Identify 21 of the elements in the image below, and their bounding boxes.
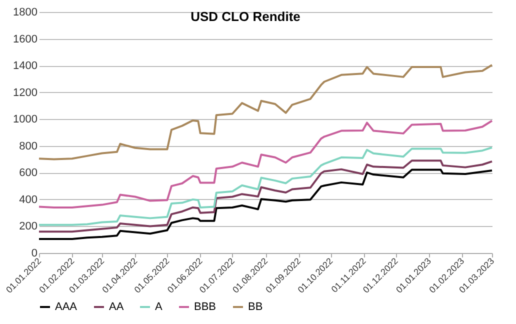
y-tick-label: 1600 xyxy=(13,33,38,46)
y-tick-label: 1800 xyxy=(13,6,38,18)
legend-label: BBB xyxy=(194,301,216,313)
legend-label: A xyxy=(155,301,163,313)
y-tick-label: 800 xyxy=(19,140,38,152)
legend-label: AA xyxy=(109,301,124,313)
chart-title: USD CLO Rendite xyxy=(190,9,300,24)
line-series xyxy=(38,64,493,160)
y-tick-label: 600 xyxy=(19,167,38,180)
y-tick-label: 0 xyxy=(31,248,38,260)
y-tick-label: 200 xyxy=(19,220,38,233)
y-tick-label: 1400 xyxy=(13,60,38,72)
y-tick-label: 400 xyxy=(19,194,38,206)
legend-label: AAA xyxy=(55,301,78,313)
y-tick-label: 1200 xyxy=(13,86,38,99)
line-series xyxy=(38,146,493,226)
line-series xyxy=(38,168,493,240)
line-series xyxy=(38,120,493,208)
legend-label: BB xyxy=(248,301,263,313)
line-series xyxy=(38,160,493,233)
y-tick-label: 1000 xyxy=(13,114,38,126)
